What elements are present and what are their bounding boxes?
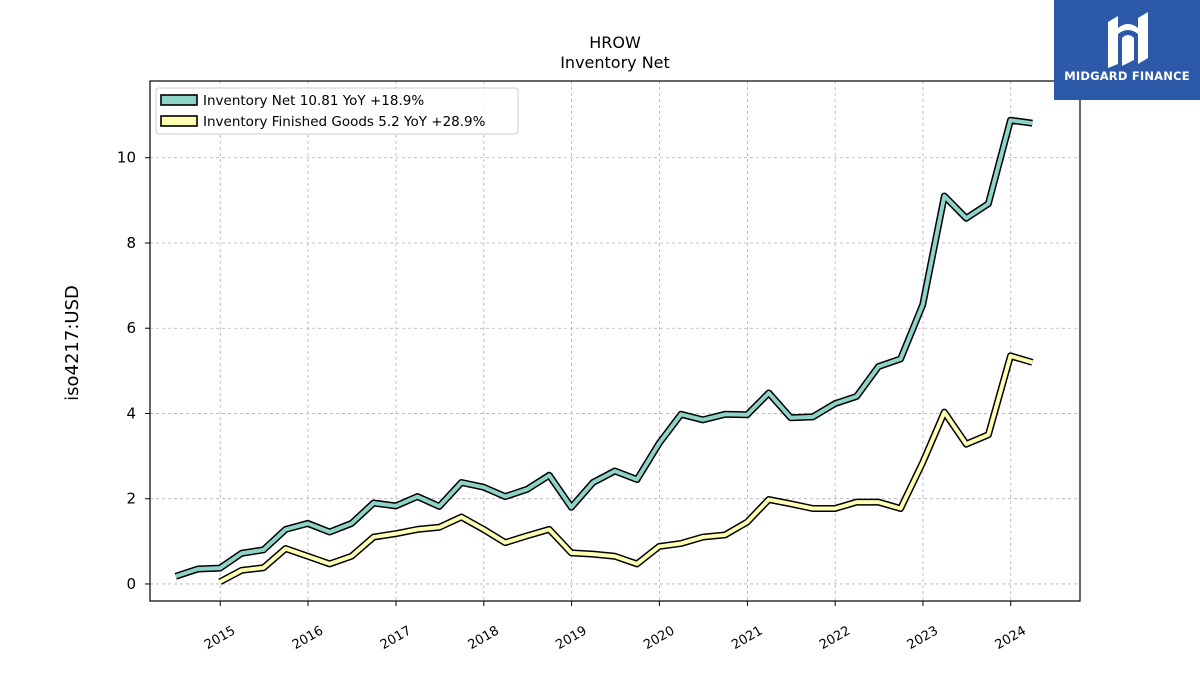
legend-label: Inventory Net 10.81 YoY +18.9% <box>203 93 424 109</box>
y-tick-label: 4 <box>126 404 136 422</box>
legend-label: Inventory Finished Goods 5.2 YoY +28.9% <box>203 114 486 130</box>
x-tick-label: 2021 <box>729 623 765 653</box>
x-tick-label: 2024 <box>993 623 1029 653</box>
grid-lines <box>150 81 1080 601</box>
y-axis-label: iso4217:USD <box>62 285 83 401</box>
chart-title: HROW <box>589 33 641 52</box>
series-inventory-net <box>174 116 1033 580</box>
legend-swatch <box>160 94 198 106</box>
brand-logo: MIDGARD FINANCE <box>1054 0 1200 100</box>
y-tick-label: 8 <box>126 234 136 252</box>
legend: Inventory Net 10.81 YoY +18.9% Inventory … <box>155 87 519 135</box>
x-tick-label: 2020 <box>641 623 677 653</box>
x-tick-label: 2016 <box>290 623 326 653</box>
x-tick-label: 2017 <box>378 623 414 653</box>
series-line-outline <box>218 352 1034 585</box>
y-tick-label: 2 <box>126 490 136 508</box>
series-line <box>219 353 1033 584</box>
series-layer <box>174 116 1034 585</box>
y-tick-label: 0 <box>126 575 136 593</box>
x-tick-label: 2019 <box>553 623 589 653</box>
midgard-logo-icon <box>1108 12 1148 68</box>
legend-swatch <box>160 115 198 127</box>
x-tick-label: 2023 <box>905 623 941 653</box>
series-inventory-finished-goods <box>218 352 1034 585</box>
legend-box <box>155 87 519 135</box>
x-tick-label: 2015 <box>202 623 238 653</box>
brand-name: MIDGARD FINANCE <box>1064 69 1190 83</box>
x-tick-label: 2018 <box>466 623 502 653</box>
x-tick-label: 2022 <box>817 623 853 653</box>
chart-subtitle: Inventory Net <box>560 53 670 72</box>
series-line <box>175 118 1033 579</box>
y-tick-label: 6 <box>126 319 136 337</box>
y-tick-label: 10 <box>117 149 136 167</box>
plot-frame <box>149 80 1081 602</box>
x-axis-ticks: 2015 2016 2017 2018 2019 2020 2021 2022 2023 2024 <box>202 601 1029 653</box>
y-axis-ticks: 0 2 4 6 8 10 <box>117 149 150 593</box>
